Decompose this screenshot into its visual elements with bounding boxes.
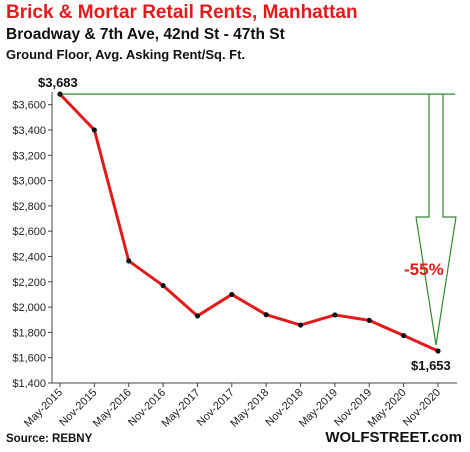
data-point — [263, 312, 269, 318]
y-tick-label: $2,600 — [12, 226, 46, 238]
y-tick-label: $1,400 — [12, 378, 46, 390]
data-point — [229, 291, 235, 298]
y-tick-label: $3,600 — [12, 100, 46, 112]
y-tick-label: $3,000 — [12, 176, 46, 188]
y-tick-label: $1,800 — [12, 327, 46, 339]
y-tick-label: $3,400 — [12, 125, 46, 137]
data-point — [57, 91, 63, 97]
y-tick-label: $1,600 — [12, 353, 46, 365]
series-line — [58, 93, 439, 353]
data-point — [160, 282, 166, 289]
chart-title: Brick & Mortar Retail Rents, Manhattan — [6, 2, 358, 23]
chart-subtitle: Broadway & 7th Ave, 42nd St - 47th St — [6, 26, 285, 43]
percent-change-label: -55% — [404, 260, 444, 279]
y-tick-label: $2,200 — [12, 277, 46, 289]
data-label-first: $3,683 — [38, 75, 78, 90]
decline-arrow — [415, 94, 457, 346]
data-point — [366, 317, 372, 323]
x-tick-label: Nov-2020 — [401, 387, 443, 429]
data-point — [297, 322, 304, 328]
data-point — [401, 332, 407, 339]
chart-subtitle-units: Ground Floor, Avg. Asking Rent/Sq. Ft. — [6, 47, 246, 62]
data-point — [91, 127, 97, 133]
x-tick-label: May-2015 — [22, 387, 65, 430]
brand-logo-text: WOLFSTREET.com — [325, 429, 462, 446]
y-tick-label: $2,000 — [12, 302, 46, 314]
data-point — [435, 348, 441, 354]
data-point — [194, 313, 201, 319]
y-tick-label: $3,200 — [12, 150, 46, 162]
data-label-last: $1,653 — [411, 358, 451, 373]
data-point — [332, 312, 338, 318]
data-point — [126, 258, 132, 264]
y-tick-label: $2,400 — [12, 251, 46, 263]
y-tick-label: $2,800 — [12, 201, 46, 213]
source-note: Source: REBNY — [6, 433, 93, 445]
